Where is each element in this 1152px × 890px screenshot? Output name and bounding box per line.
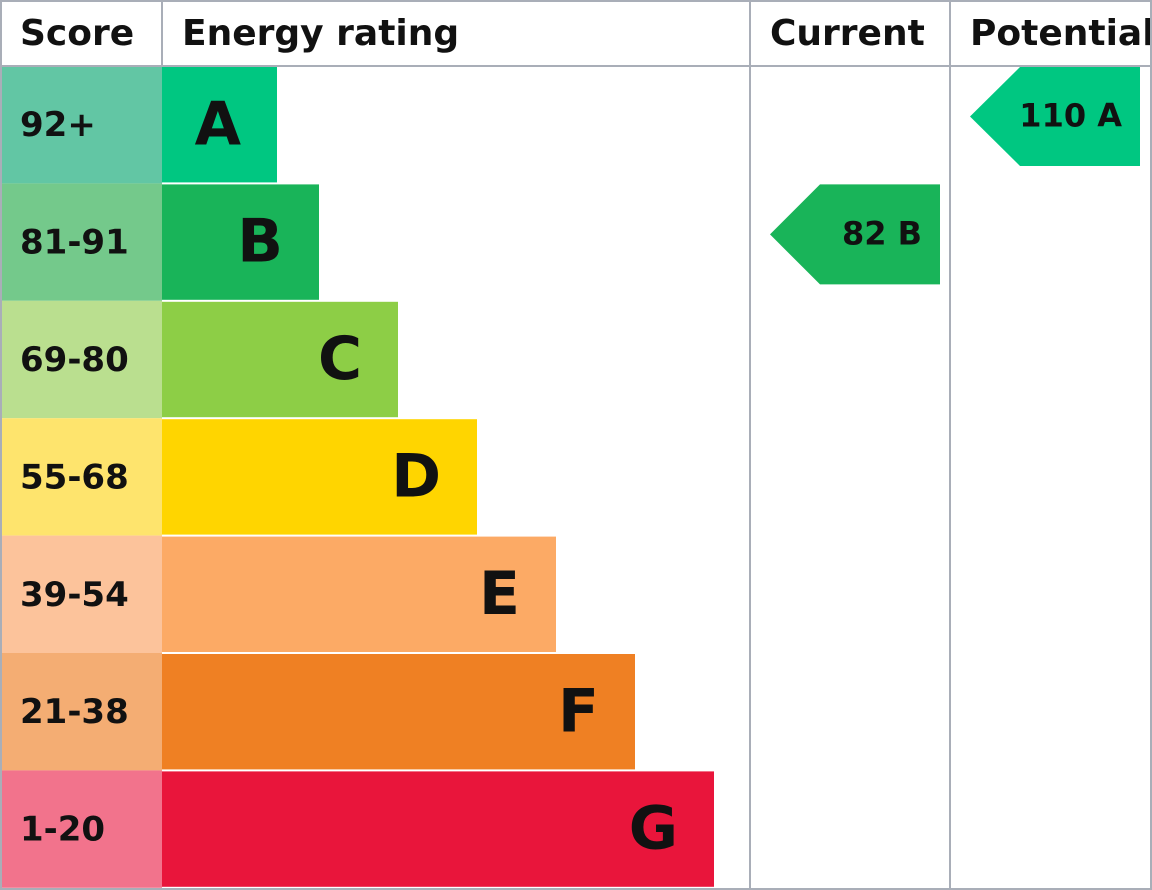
rating-letter: F [558, 676, 599, 746]
score-cell [1, 300, 162, 419]
score-cell [1, 653, 162, 771]
current-arrow [770, 184, 940, 285]
score-cell [1, 535, 162, 653]
score-label: 1-20 [20, 810, 105, 850]
column-header: Score [20, 13, 134, 54]
rating-bar [162, 771, 714, 887]
rating-bar [162, 301, 398, 418]
score-cell [1, 183, 162, 301]
score-label: 21-38 [20, 692, 129, 732]
score-cell [1, 418, 162, 536]
column-header: Potential [970, 13, 1152, 54]
score-cell [1, 66, 162, 184]
rating-letter: B [237, 207, 283, 277]
potential-label: 110 A [1019, 97, 1122, 135]
score-label: 55-68 [20, 457, 129, 497]
rating-letter: A [195, 89, 242, 159]
column-header: Current [770, 13, 925, 54]
score-cell [1, 770, 162, 888]
rating-bar [162, 654, 635, 770]
rating-letter: D [391, 441, 441, 511]
rating-letter: E [479, 559, 520, 629]
rating-bar [162, 419, 477, 535]
rating-bar [162, 67, 277, 183]
score-label: 39-54 [20, 575, 129, 615]
potential-arrow [970, 67, 1140, 166]
rating-bar [162, 536, 556, 652]
score-label: 81-91 [20, 223, 129, 263]
current-label: 82 B [842, 214, 922, 252]
rating-bar [162, 184, 319, 300]
score-label: 69-80 [20, 340, 129, 380]
column-header: Energy rating [182, 13, 459, 54]
rating-letter: G [629, 794, 678, 864]
rating-letter: C [318, 324, 362, 394]
score-label: 92+ [20, 105, 96, 145]
